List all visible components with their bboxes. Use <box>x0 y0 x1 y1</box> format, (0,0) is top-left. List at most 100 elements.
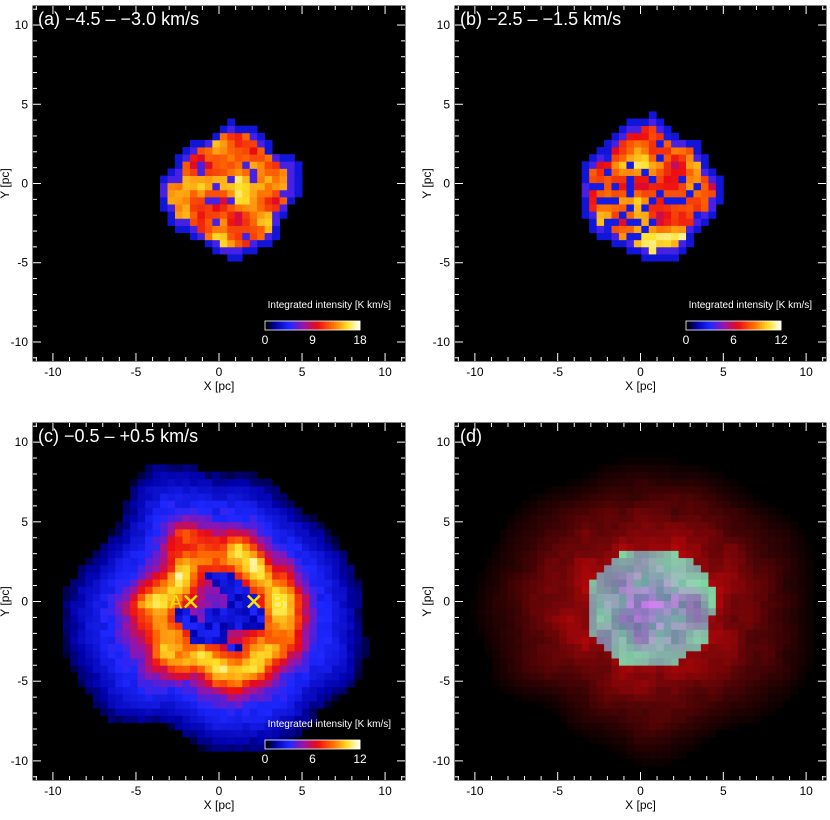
emission-pixel <box>797 665 806 673</box>
emission-pixel <box>257 550 266 559</box>
emission-pixel <box>708 536 717 544</box>
emission-pixel <box>671 708 679 716</box>
emission-pixel <box>686 708 694 716</box>
emission-pixel <box>167 557 176 566</box>
emission-pixel <box>249 246 258 255</box>
emission-pixel <box>686 744 694 752</box>
emission-pixel <box>242 693 251 702</box>
emission-pixel <box>633 629 642 637</box>
emission-pixel <box>618 650 627 659</box>
emission-pixel <box>167 701 176 709</box>
emission-pixel <box>122 686 131 695</box>
emission-pixel <box>633 593 642 602</box>
emission-pixel <box>768 701 776 709</box>
colorbar-segment <box>286 740 290 749</box>
emission-pixel <box>316 536 325 544</box>
emission-pixel <box>738 622 747 630</box>
emission-pixel <box>264 686 273 695</box>
emission-pixel <box>242 161 251 169</box>
emission-pixel <box>227 572 236 580</box>
emission-pixel <box>663 132 672 141</box>
emission-pixel <box>204 701 213 709</box>
emission-pixel <box>641 204 650 212</box>
emission-pixel <box>182 478 191 487</box>
emission-pixel <box>492 650 501 659</box>
emission-pixel <box>507 643 516 652</box>
emission-pixel <box>559 557 568 566</box>
emission-pixel <box>197 736 206 745</box>
emission-pixel <box>182 693 191 702</box>
emission-pixel <box>700 665 709 673</box>
emission-pixel <box>633 557 642 566</box>
emission-pixel <box>264 572 273 580</box>
emission-pixel <box>212 693 221 702</box>
emission-pixel <box>137 528 146 537</box>
emission-pixel <box>641 154 650 162</box>
emission-pixel <box>477 579 486 587</box>
emission-pixel <box>219 736 228 745</box>
emission-pixel <box>499 607 508 616</box>
colorbar-segment <box>267 740 271 749</box>
emission-pixel <box>641 471 650 480</box>
emission-pixel <box>581 636 590 645</box>
emission-pixel <box>536 536 545 544</box>
emission-pixel <box>566 528 575 537</box>
emission-pixel <box>137 636 146 645</box>
emission-pixel <box>287 182 295 191</box>
colorbar-segment <box>303 740 306 749</box>
emission-pixel <box>604 507 612 516</box>
emission-pixel <box>738 521 747 530</box>
emission-pixel <box>656 586 665 594</box>
emission-pixel <box>264 507 273 516</box>
emission-pixel <box>279 521 288 530</box>
emission-pixel <box>648 457 657 465</box>
marker-b: B <box>246 593 284 614</box>
emission-pixel <box>167 189 176 198</box>
emission-pixel <box>145 708 153 716</box>
emission-pixel <box>604 232 612 241</box>
emission-pixel <box>604 211 612 219</box>
emission-pixel <box>700 650 709 659</box>
emission-pixel <box>339 636 348 645</box>
emission-pixel <box>544 586 553 594</box>
emission-pixel <box>264 643 273 652</box>
emission-pixel <box>287 622 295 630</box>
emission-pixel <box>137 514 146 523</box>
emission-pixel <box>77 572 86 580</box>
emission-pixel <box>768 708 776 716</box>
emission-pixel <box>204 500 213 508</box>
emission-pixel <box>656 550 665 559</box>
emission-pixel <box>574 507 583 516</box>
emission-pixel <box>174 211 183 219</box>
emission-pixel <box>589 600 598 609</box>
emission-pixel <box>745 543 754 551</box>
emission-pixel <box>768 622 776 630</box>
emission-pixel <box>331 543 340 551</box>
emission-pixel <box>212 615 221 623</box>
emission-pixel <box>618 658 627 666</box>
emission-pixel <box>693 500 702 508</box>
emission-pixel <box>551 672 560 680</box>
emission-pixel <box>287 593 295 602</box>
emission-pixel <box>189 485 198 494</box>
emission-pixel <box>257 204 266 212</box>
emission-pixel <box>324 679 333 688</box>
emission-pixel <box>633 622 642 630</box>
emission-pixel <box>686 225 694 234</box>
emission-pixel <box>339 650 348 659</box>
emission-pixel <box>656 125 665 134</box>
colorbar-segment <box>697 321 701 330</box>
emission-pixel <box>633 643 642 652</box>
emission-pixel <box>678 528 687 537</box>
emission-pixel <box>686 464 694 473</box>
emission-pixel <box>346 600 355 609</box>
emission-pixel <box>581 615 590 623</box>
emission-pixel <box>522 622 530 630</box>
emission-pixel <box>693 225 702 234</box>
emission-pixel <box>618 147 627 155</box>
emission-pixel <box>227 218 236 226</box>
emission-pixel <box>700 658 709 666</box>
emission-pixel <box>242 579 251 587</box>
emission-pixel <box>589 211 598 219</box>
emission-pixel <box>708 557 717 566</box>
